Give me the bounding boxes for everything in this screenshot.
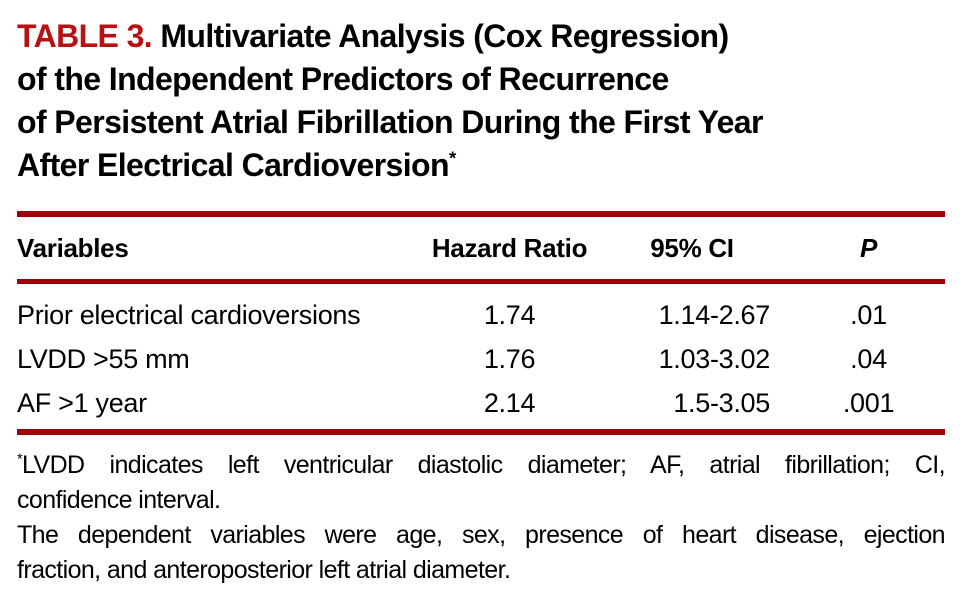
footnote-dependent-line-1: The dependent variables were age, sex, p… (17, 521, 946, 549)
title-line-3: of Persistent Atrial Fibrillation During… (17, 104, 763, 140)
cell-hazard-ratio: 1.76 (483, 344, 536, 374)
cell-p-value: .01 (850, 300, 887, 330)
table-footnotes: *LVDD indicates left ventricular diastol… (17, 448, 946, 588)
divider-top-rule (17, 211, 945, 217)
cell-hazard-ratio: 1.74 (483, 300, 536, 330)
title-line-4: After Electrical Cardioversion* (17, 144, 945, 187)
cell-95ci: 1.03-3.02 (658, 344, 771, 374)
column-header-95ci: 95% CI (650, 232, 734, 263)
table-body: Prior electrical cardioversions 1.74 1.1… (17, 284, 945, 425)
table-row: LVDD >55 mm 1.76 1.03-3.02 .04 (17, 337, 945, 381)
footnote-marker: * (17, 451, 23, 468)
footnote-abbreviations-line-2: confidence interval. (17, 486, 221, 514)
cell-variable: Prior electrical cardioversions (17, 300, 361, 330)
column-header-variables: Variables (17, 232, 129, 263)
title-line-4-text: After Electrical Cardioversion (17, 147, 450, 183)
cell-95ci: 1.5-3.05 (673, 388, 770, 418)
footnote-abbreviations-line-1: *LVDD indicates left ventricular diastol… (17, 448, 946, 483)
footnote-dependent-line-2: fraction, and anteroposterior left atria… (17, 556, 511, 584)
title-line-1: TABLE 3. Multivariate Analysis (Cox Regr… (17, 15, 945, 58)
title-footnote-marker: * (448, 147, 456, 169)
table-row: AF >1 year 2.14 1.5-3.05 .001 (17, 381, 945, 425)
title-line-2: of the Independent Predictors of Recurre… (17, 61, 669, 97)
column-header-hazard-ratio: Hazard Ratio (431, 232, 588, 263)
cell-p-value: .04 (850, 344, 887, 374)
cell-hazard-ratio: 2.14 (483, 388, 536, 418)
divider-bottom-rule (17, 429, 945, 435)
cell-95ci: 1.14-2.67 (658, 300, 771, 330)
divider-header-rule (17, 279, 945, 284)
cell-variable: LVDD >55 mm (17, 344, 190, 374)
table-number-label: TABLE 3. (17, 18, 153, 54)
column-header-p-value: P (859, 232, 878, 263)
table-header-row: Variables Hazard Ratio 95% CI P (17, 217, 945, 279)
table-row: Prior electrical cardioversions 1.74 1.1… (17, 293, 945, 337)
cell-variable: AF >1 year (17, 388, 147, 418)
footnote-abbreviations-text: LVDD indicates left ventricular diastoli… (22, 451, 946, 479)
cell-p-value: .001 (842, 388, 895, 418)
title-line-1-text: Multivariate Analysis (Cox Regression) (160, 18, 729, 54)
page-title: TABLE 3. Multivariate Analysis (Cox Regr… (17, 15, 945, 187)
